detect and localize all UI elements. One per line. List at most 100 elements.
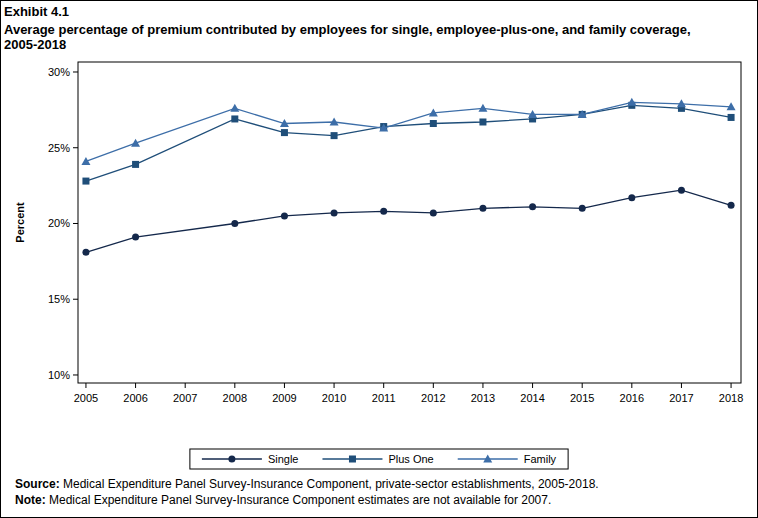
x-tick-label: 2014 xyxy=(520,392,544,404)
x-tick-label: 2006 xyxy=(123,392,147,404)
legend-item: Family xyxy=(458,453,557,465)
legend-label: Plus One xyxy=(388,453,433,465)
y-tick-label: 25% xyxy=(48,142,70,154)
point xyxy=(81,157,90,165)
note: Note: Medical Expenditure Panel Survey-I… xyxy=(15,493,551,507)
point xyxy=(430,209,437,216)
y-tick xyxy=(73,374,78,375)
x-tick-label: 2010 xyxy=(322,392,346,404)
point xyxy=(579,205,586,212)
point xyxy=(678,187,685,194)
x-tick xyxy=(135,383,136,388)
note-text: Medical Expenditure Panel Survey-Insuran… xyxy=(46,493,552,507)
x-tick xyxy=(334,383,335,388)
x-tick-label: 2011 xyxy=(372,392,396,404)
point xyxy=(478,104,487,112)
y-tick-label: 20% xyxy=(48,217,70,229)
point xyxy=(132,161,139,168)
point xyxy=(82,249,89,256)
source-text: Medical Expenditure Panel Survey-Insuran… xyxy=(60,477,599,491)
point xyxy=(280,119,289,127)
source: Source: Medical Expenditure Panel Survey… xyxy=(15,477,599,491)
x-tick xyxy=(631,383,632,388)
x-tick-label: 2018 xyxy=(719,392,743,404)
point xyxy=(728,202,735,209)
y-tick-label: 15% xyxy=(48,293,70,305)
x-tick xyxy=(433,383,434,388)
plot-frame xyxy=(78,62,741,383)
border xyxy=(1,1,758,518)
point xyxy=(529,203,536,210)
legend-item: Plus One xyxy=(322,453,433,465)
point xyxy=(479,205,486,212)
x-tick-label: 2012 xyxy=(421,392,445,404)
x-tick xyxy=(85,383,86,388)
x-tick xyxy=(582,383,583,388)
point xyxy=(231,115,238,122)
point xyxy=(379,124,388,132)
point xyxy=(380,208,387,215)
point xyxy=(230,104,239,112)
x-tick-label: 2007 xyxy=(173,392,197,404)
point xyxy=(429,108,438,116)
x-tick xyxy=(681,383,682,388)
x-tick-label: 2016 xyxy=(620,392,644,404)
point xyxy=(579,111,586,118)
legend-box xyxy=(190,449,568,469)
source-label: Source: xyxy=(15,477,60,491)
point xyxy=(331,209,338,216)
point xyxy=(627,98,636,106)
point xyxy=(528,110,537,118)
point xyxy=(281,129,288,136)
legend-label: Family xyxy=(524,453,557,465)
x-tick xyxy=(532,383,533,388)
point xyxy=(578,110,587,118)
point xyxy=(727,102,736,110)
point xyxy=(628,194,635,201)
x-tick xyxy=(482,383,483,388)
x-tick xyxy=(185,383,186,388)
x-tick xyxy=(383,383,384,388)
point xyxy=(82,178,89,185)
legend: Single Plus One Family xyxy=(190,449,568,469)
series-line xyxy=(86,105,731,181)
point xyxy=(677,99,686,107)
y-tick xyxy=(73,299,78,300)
y-tick-label: 30% xyxy=(48,66,70,78)
x-tick xyxy=(234,383,235,388)
point xyxy=(281,212,288,219)
point xyxy=(430,120,437,127)
x-tick-label: 2005 xyxy=(74,392,98,404)
y-tick xyxy=(73,147,78,148)
point xyxy=(330,117,339,125)
point xyxy=(231,220,238,227)
y-tick xyxy=(73,223,78,224)
x-tick-label: 2013 xyxy=(471,392,495,404)
y-axis-label: Percent xyxy=(14,202,26,243)
note-label: Note: xyxy=(15,493,46,507)
x-tick xyxy=(284,383,285,388)
legend-marker xyxy=(228,456,235,463)
x-tick xyxy=(731,383,732,388)
plot-data xyxy=(81,98,735,256)
x-tick-label: 2017 xyxy=(669,392,693,404)
subtitle: Average percentage of premium contribute… xyxy=(4,22,691,52)
series-line xyxy=(86,102,731,161)
title: Exhibit 4.1 xyxy=(4,4,69,19)
y-tick xyxy=(73,71,78,72)
point xyxy=(132,234,139,241)
series-line xyxy=(86,190,731,252)
x-tick-label: 2015 xyxy=(570,392,594,404)
x-tick-label: 2009 xyxy=(272,392,296,404)
x-tick-label: 2008 xyxy=(223,392,247,404)
y-tick-label: 10% xyxy=(48,369,70,381)
point xyxy=(479,118,486,125)
legend-marker xyxy=(483,455,492,463)
legend-item: Single xyxy=(202,453,299,465)
point xyxy=(728,114,735,121)
subtitle-line: 2005-2018 xyxy=(4,37,66,52)
point xyxy=(131,139,140,147)
legend-label: Single xyxy=(268,453,299,465)
legend-marker xyxy=(349,456,356,463)
subtitle-line: Average percentage of premium contribute… xyxy=(4,22,691,37)
